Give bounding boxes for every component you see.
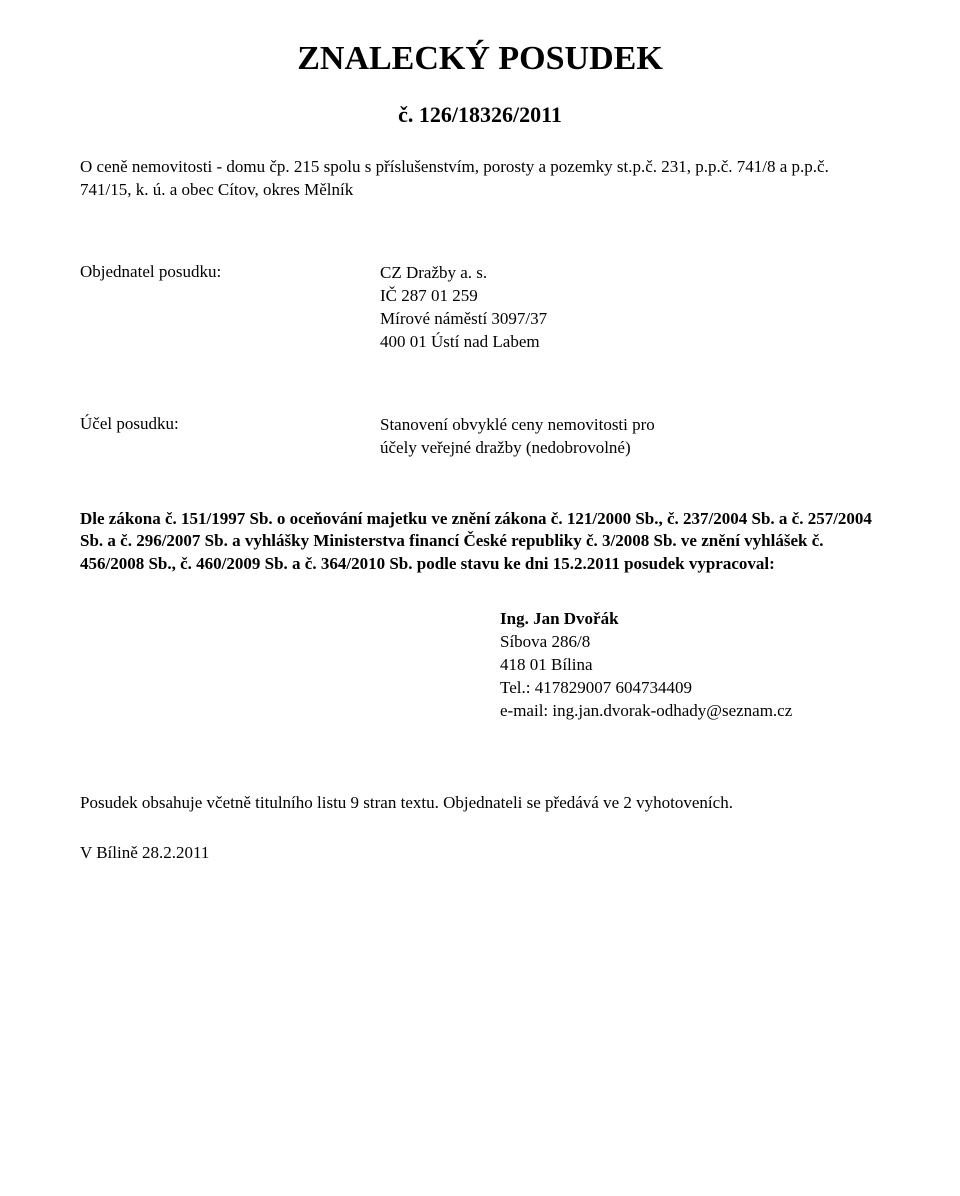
purpose-value: Stanovení obvyklé ceny nemovitosti pro ú… (380, 414, 880, 460)
footer-date: V Bílině 28.2.2011 (80, 843, 880, 863)
purpose-row: Účel posudku: Stanovení obvyklé ceny nem… (80, 414, 880, 460)
purpose-block: Účel posudku: Stanovení obvyklé ceny nem… (80, 414, 880, 460)
author-address-line: 418 01 Bílina (500, 654, 880, 677)
law-paragraph: Dle zákona č. 151/1997 Sb. o oceňování m… (80, 508, 880, 577)
ordered-line: IČ 287 01 259 (380, 285, 880, 308)
document-number: č. 126/18326/2011 (80, 102, 880, 128)
ordered-by-value: CZ Dražby a. s. IČ 287 01 259 Mírové nám… (380, 262, 880, 354)
ordered-by-row: Objednatel posudku: CZ Dražby a. s. IČ 2… (80, 262, 880, 354)
author-tel: Tel.: 417829007 604734409 (500, 677, 880, 700)
intro-paragraph: O ceně nemovitosti - domu čp. 215 spolu … (80, 156, 880, 202)
author-block: Ing. Jan Dvořák Síbova 286/8 418 01 Bíli… (500, 608, 880, 723)
ordered-line: Mírové náměstí 3097/37 (380, 308, 880, 331)
purpose-label: Účel posudku: (80, 414, 380, 460)
ordered-line: CZ Dražby a. s. (380, 262, 880, 285)
ordered-line: 400 01 Ústí nad Labem (380, 331, 880, 354)
ordered-by-label: Objednatel posudku: (80, 262, 380, 354)
purpose-line: účely veřejné dražby (nedobrovolné) (380, 437, 880, 460)
ordered-by-block: Objednatel posudku: CZ Dražby a. s. IČ 2… (80, 262, 880, 354)
document-title: ZNALECKÝ POSUDEK (80, 40, 880, 78)
document-page: ZNALECKÝ POSUDEK č. 126/18326/2011 O cen… (0, 0, 960, 1196)
author-address-line: Síbova 286/8 (500, 631, 880, 654)
author-name: Ing. Jan Dvořák (500, 608, 880, 631)
purpose-line: Stanovení obvyklé ceny nemovitosti pro (380, 414, 880, 437)
author-email: e-mail: ing.jan.dvorak-odhady@seznam.cz (500, 700, 880, 723)
footer-note: Posudek obsahuje včetně titulního listu … (80, 793, 880, 813)
